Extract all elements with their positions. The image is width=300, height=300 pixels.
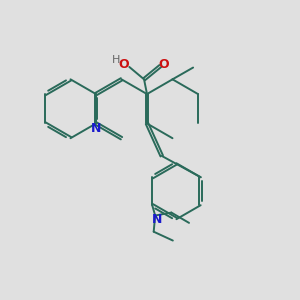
Text: O: O bbox=[119, 58, 129, 71]
Text: N: N bbox=[152, 212, 162, 226]
Text: N: N bbox=[91, 122, 101, 135]
Text: O: O bbox=[158, 58, 169, 71]
Text: H: H bbox=[112, 56, 120, 65]
